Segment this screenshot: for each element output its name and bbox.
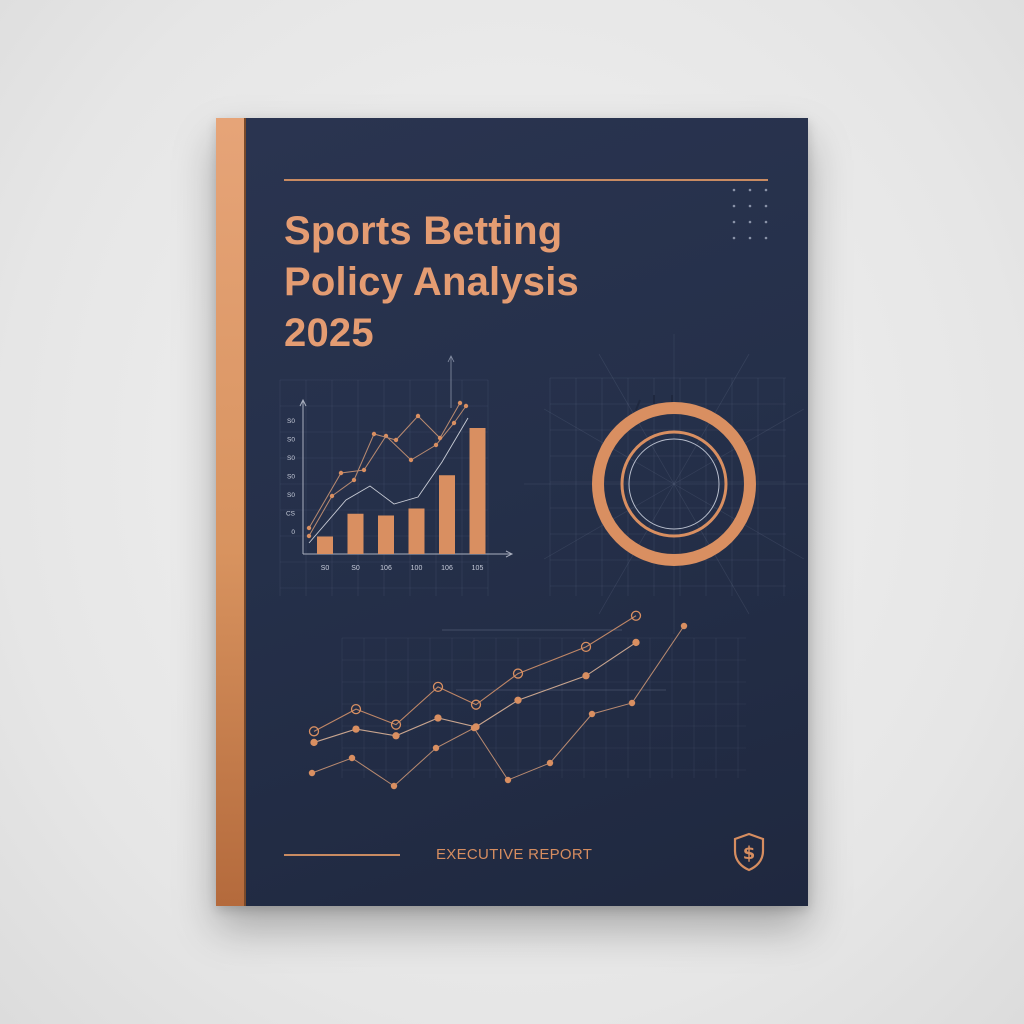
shield-dollar-icon: $	[733, 832, 765, 872]
title-line-1: Sports Betting	[284, 209, 563, 253]
title-line-2: Policy Analysis	[284, 260, 579, 304]
x-tick-label: 105	[472, 565, 484, 572]
x-tick-label: 106	[441, 565, 453, 572]
trend-line	[308, 405, 467, 529]
bottom-divider	[284, 854, 400, 856]
trend-point	[329, 493, 335, 499]
bar	[439, 475, 455, 554]
top-divider	[284, 179, 768, 181]
ring-chart-grid	[524, 334, 808, 634]
series-point	[310, 738, 318, 747]
series-line	[313, 615, 637, 732]
line-chart-grid	[341, 629, 746, 778]
bar	[378, 515, 394, 554]
bar	[317, 536, 333, 554]
series-point	[432, 744, 440, 752]
series-point	[390, 782, 398, 790]
series-point	[680, 622, 688, 630]
y-tick-label: S0	[287, 492, 295, 499]
bar-chart: S0 S0 106 100 106 105 S0 S0 S0 S0 S0 CS 0	[279, 355, 514, 596]
x-tick-label: S0	[351, 565, 360, 572]
bar-chart-bars	[317, 428, 486, 554]
bar-chart-trend-lines	[306, 400, 469, 544]
trend-point	[306, 533, 312, 539]
trend-point	[306, 525, 312, 531]
series-point	[630, 610, 642, 621]
series-point	[308, 726, 320, 737]
series-point	[470, 699, 482, 710]
trend-point	[415, 413, 421, 419]
ring-segment-gap	[635, 395, 673, 411]
y-tick-label: S0	[287, 455, 295, 462]
series-point	[352, 725, 360, 733]
y-tick-label: S0	[287, 437, 295, 444]
bar	[469, 428, 486, 554]
trend-point	[361, 467, 367, 473]
trend-point	[351, 477, 357, 483]
series-point	[512, 668, 524, 679]
trend-point	[437, 435, 443, 441]
ring-chart	[524, 334, 808, 634]
trend-point	[451, 420, 457, 426]
series-point	[432, 681, 444, 693]
cover-charts: S0 S0 106 100 106 105 S0 S0 S0 S0 S0 CS 0	[279, 334, 808, 790]
svg-text:$: $	[743, 843, 756, 864]
trend-point	[433, 442, 439, 448]
cover-panel: Sports Betting Policy Analysis 2025 S0 S0…	[246, 118, 808, 906]
trend-point	[457, 400, 463, 406]
trend-point	[371, 431, 377, 437]
series-point	[628, 699, 636, 707]
bar-chart-grid	[279, 379, 489, 596]
series-point	[348, 754, 356, 762]
trend-point	[393, 437, 399, 443]
series-line	[311, 625, 685, 787]
report-title: Sports Betting Policy Analysis 2025	[284, 206, 704, 359]
y-axis-arrow	[299, 398, 307, 407]
bar	[347, 513, 364, 554]
guide-arrow	[447, 355, 455, 363]
title-line-3: 2025	[284, 311, 374, 355]
series-point	[546, 759, 554, 767]
series-point	[580, 641, 592, 653]
series-point	[308, 769, 316, 777]
ring-chart-rings	[592, 395, 756, 566]
outer-ring	[592, 402, 756, 566]
series-point	[350, 703, 362, 715]
series-point	[514, 696, 522, 704]
x-tick-label: 106	[380, 565, 392, 572]
series-line	[313, 641, 637, 743]
book-spine	[216, 118, 244, 906]
x-tick-label: S0	[321, 565, 330, 572]
series-point	[582, 672, 590, 680]
series-point	[392, 732, 400, 740]
bar	[408, 508, 425, 554]
y-tick-label: 0	[291, 529, 295, 536]
trend-line	[308, 417, 469, 544]
bar-chart-tick-labels: S0 S0 106 100 106 105 S0 S0 S0 S0 S0 CS 0	[286, 418, 483, 572]
y-tick-label: CS	[286, 511, 296, 518]
line-chart-series	[308, 610, 688, 790]
core-ring	[628, 438, 720, 530]
series-point	[504, 776, 512, 784]
x-axis-arrow	[505, 550, 514, 558]
x-tick-label: 100	[411, 565, 423, 572]
trend-point	[463, 403, 469, 409]
line-chart	[308, 610, 746, 790]
series-point	[588, 710, 596, 718]
y-tick-label: S0	[287, 418, 295, 425]
inner-ring	[620, 430, 728, 538]
report-cover: Sports Betting Policy Analysis 2025 S0 S0…	[216, 118, 808, 906]
footer-label: EXECUTIVE REPORT	[436, 846, 593, 863]
trend-point	[408, 457, 414, 463]
y-tick-label: S0	[287, 474, 295, 481]
trend-line	[308, 402, 461, 537]
series-point	[470, 724, 478, 732]
spine-edge	[244, 118, 246, 906]
trend-point	[338, 470, 344, 476]
series-point	[390, 719, 402, 730]
dot-grid-icon	[732, 188, 768, 240]
series-point	[632, 638, 640, 647]
series-point	[434, 714, 442, 722]
